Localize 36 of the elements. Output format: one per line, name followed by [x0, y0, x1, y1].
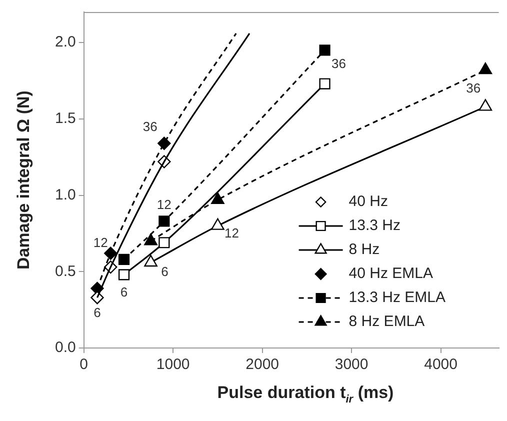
- point: [158, 237, 170, 248]
- annotation: 36: [466, 80, 481, 96]
- x-axis-title: Pulse duration t$_{ir}$ (ms): [216, 383, 395, 406]
- y-axis-title: Damage integral Ω (N): [14, 90, 34, 270]
- point: [90, 291, 104, 304]
- annotation: 36: [142, 118, 158, 134]
- annotation: 12: [93, 234, 108, 250]
- legend-label: 8 Hz EMLA: [348, 313, 425, 330]
- y-tick-label: 2.0: [54, 34, 76, 51]
- point: [158, 136, 171, 150]
- point: [319, 44, 330, 56]
- annotation: 12: [156, 196, 172, 212]
- point: [319, 78, 330, 90]
- point: [118, 254, 130, 265]
- annotation: 12: [224, 225, 239, 240]
- legend-label: 8 Hz: [348, 241, 380, 258]
- y-tick-label: 0.5: [54, 262, 76, 280]
- annotation: 36: [332, 56, 346, 71]
- legend-label: 13.3 Hz EMLA: [348, 289, 446, 306]
- legend-label: 40 Hz EMLA: [348, 265, 434, 282]
- x-tick-label: 1000: [156, 356, 190, 374]
- x-tick-label: 0: [80, 356, 88, 374]
- point: [158, 216, 170, 227]
- x-tick-label: 2000: [246, 356, 280, 374]
- y-tick-label: 0.0: [54, 339, 76, 356]
- x-tick-label: 3000: [334, 356, 368, 374]
- point: [104, 246, 118, 260]
- legend-label: 13.3 Hz: [348, 217, 401, 234]
- x-tick-label: 4000: [424, 356, 458, 374]
- legend-label: 40 Hz: [348, 193, 388, 210]
- annotation: 6: [161, 264, 168, 280]
- point: [118, 269, 130, 280]
- y-tick-label: 1.5: [54, 110, 76, 128]
- annotation: 6: [94, 305, 101, 320]
- annotation: 6: [120, 284, 128, 300]
- y-tick-label: 1.0: [54, 186, 76, 204]
